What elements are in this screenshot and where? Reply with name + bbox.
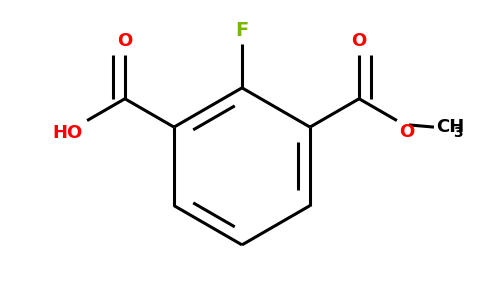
- Text: CH: CH: [436, 118, 464, 136]
- Text: 3: 3: [453, 126, 463, 140]
- Text: O: O: [351, 32, 367, 50]
- Text: O: O: [399, 123, 414, 141]
- Text: F: F: [235, 21, 249, 40]
- Text: O: O: [117, 32, 133, 50]
- Text: HO: HO: [52, 124, 83, 142]
